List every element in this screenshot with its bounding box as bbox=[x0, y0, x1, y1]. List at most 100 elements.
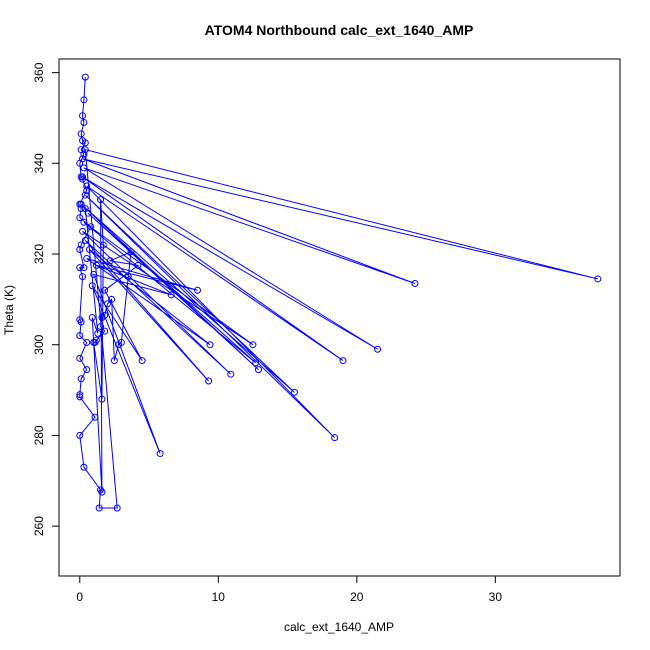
data-point bbox=[101, 327, 109, 335]
plot-frame bbox=[58, 58, 621, 577]
x-tick-label: 30 bbox=[489, 590, 503, 604]
data-point bbox=[77, 375, 85, 383]
data-point bbox=[83, 187, 91, 195]
data-point bbox=[254, 366, 262, 374]
data-point bbox=[80, 164, 88, 172]
data-point bbox=[79, 273, 87, 281]
data-point bbox=[79, 112, 87, 120]
data-point bbox=[249, 341, 257, 349]
data-point bbox=[79, 175, 87, 183]
data-point bbox=[99, 241, 107, 249]
data-point bbox=[339, 357, 347, 365]
data-point bbox=[290, 388, 298, 396]
data-point bbox=[90, 270, 98, 278]
data-point bbox=[81, 139, 89, 147]
data-point bbox=[98, 314, 106, 321]
data-point bbox=[227, 370, 235, 378]
y-tick-label: 340 bbox=[32, 153, 46, 173]
y-tick-label: 320 bbox=[32, 244, 46, 264]
data-point bbox=[88, 314, 96, 321]
data-point bbox=[97, 196, 105, 204]
data-point bbox=[80, 218, 88, 226]
data-point bbox=[79, 227, 87, 235]
data-point bbox=[331, 434, 339, 442]
y-tick-label: 300 bbox=[32, 334, 46, 354]
data-point bbox=[77, 200, 85, 208]
x-axis: 0 10 20 30 bbox=[76, 576, 502, 604]
data-point bbox=[88, 282, 96, 290]
data-point bbox=[374, 345, 382, 353]
data-point bbox=[81, 73, 89, 81]
data-point bbox=[94, 329, 102, 337]
data-point bbox=[76, 332, 84, 340]
data-point bbox=[252, 359, 260, 367]
data-point bbox=[594, 275, 602, 283]
series-line bbox=[79, 77, 598, 509]
data-point bbox=[91, 413, 99, 421]
y-axis-label: Theta (K) bbox=[2, 285, 16, 335]
data-point bbox=[110, 357, 118, 365]
y-tick-label: 260 bbox=[32, 516, 46, 536]
series-layer bbox=[76, 73, 602, 512]
data-point bbox=[83, 338, 91, 346]
data-point bbox=[411, 279, 419, 287]
x-tick-label: 20 bbox=[350, 590, 364, 604]
data-point bbox=[80, 118, 88, 126]
data-point bbox=[167, 291, 175, 299]
x-axis-label: calc_ext_1640_AMP bbox=[284, 620, 394, 634]
data-point bbox=[85, 245, 93, 253]
data-point bbox=[83, 366, 91, 374]
data-point bbox=[81, 146, 89, 154]
data-point bbox=[76, 245, 84, 253]
data-point bbox=[76, 393, 84, 401]
data-point bbox=[127, 248, 135, 256]
data-point bbox=[97, 323, 105, 331]
data-point bbox=[77, 241, 85, 249]
data-point bbox=[98, 395, 106, 403]
data-point bbox=[90, 338, 98, 346]
data-point bbox=[77, 130, 85, 138]
data-point bbox=[103, 300, 111, 308]
data-point bbox=[205, 377, 213, 385]
data-point bbox=[83, 182, 91, 190]
data-point bbox=[79, 155, 87, 163]
data-point bbox=[76, 264, 84, 272]
data-point bbox=[92, 261, 100, 269]
data-point bbox=[81, 191, 89, 199]
data-point bbox=[95, 504, 103, 512]
data-point bbox=[124, 273, 132, 281]
data-point bbox=[106, 257, 114, 265]
data-point bbox=[79, 173, 87, 181]
data-point bbox=[76, 354, 84, 362]
y-tick-label: 360 bbox=[32, 62, 46, 82]
data-point bbox=[156, 450, 164, 458]
data-point bbox=[206, 341, 214, 349]
data-point bbox=[113, 504, 121, 512]
data-point bbox=[76, 431, 84, 439]
y-tick-label: 280 bbox=[32, 425, 46, 445]
x-tick-label: 10 bbox=[212, 590, 226, 604]
data-point bbox=[87, 223, 95, 231]
chart-title: ATOM4 Northbound calc_ext_1640_AMP bbox=[205, 22, 474, 38]
data-point bbox=[80, 150, 88, 158]
data-point bbox=[83, 255, 91, 263]
data-point bbox=[80, 463, 88, 471]
data-point bbox=[115, 341, 123, 349]
data-point bbox=[138, 357, 146, 365]
x-tick-label: 0 bbox=[76, 590, 83, 604]
data-point bbox=[76, 391, 84, 399]
data-point bbox=[81, 205, 89, 213]
data-point bbox=[80, 264, 88, 272]
data-point bbox=[81, 236, 89, 244]
y-axis: 260 280 300 320 340 360 bbox=[32, 62, 59, 536]
data-point bbox=[194, 286, 202, 294]
data-point bbox=[98, 488, 106, 496]
data-point bbox=[77, 318, 85, 326]
data-point bbox=[108, 295, 116, 303]
data-point bbox=[80, 96, 88, 104]
data-point bbox=[76, 214, 84, 222]
data-point bbox=[134, 261, 142, 269]
data-point bbox=[101, 286, 109, 294]
data-point bbox=[77, 205, 85, 213]
